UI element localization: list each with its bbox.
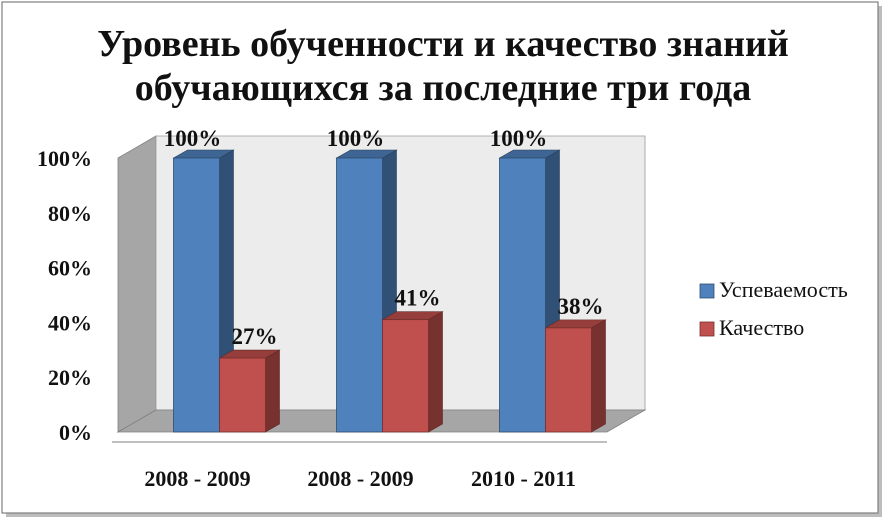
bar-kachestvo bbox=[381, 311, 444, 433]
legend-swatch bbox=[699, 283, 715, 299]
y-tick-label: 100% bbox=[37, 146, 92, 171]
bar-side-face bbox=[428, 311, 443, 433]
bars bbox=[172, 149, 607, 433]
legend-swatch bbox=[699, 321, 715, 337]
bar-front-face bbox=[219, 357, 266, 433]
x-category-label: 2010 - 2011 bbox=[471, 466, 576, 491]
y-axis-ticks: 0% 20% 40% 60% 80% 100% bbox=[37, 146, 92, 445]
data-label: 100% bbox=[164, 126, 222, 151]
bar-front-face bbox=[499, 157, 546, 433]
y-tick-label: 60% bbox=[48, 256, 92, 281]
legend-entry-label: Качество bbox=[719, 315, 804, 340]
bar-front-face bbox=[173, 157, 220, 433]
bar-uspevaemost bbox=[498, 149, 561, 433]
data-label: 38% bbox=[558, 294, 604, 319]
chart-title-line-1: Уровень обученности и качество знаний bbox=[97, 23, 789, 65]
bar-front-face bbox=[336, 157, 383, 433]
data-label: 100% bbox=[490, 126, 548, 151]
data-label: 41% bbox=[395, 286, 441, 311]
bar-front-face bbox=[545, 327, 592, 433]
y-tick-label: 40% bbox=[48, 310, 92, 335]
bar-kachestvo bbox=[218, 349, 281, 433]
bar-front-face bbox=[382, 319, 429, 433]
legend: Успеваемость Качество bbox=[699, 277, 848, 340]
bar-uspevaemost bbox=[172, 149, 235, 433]
bar-kachestvo bbox=[544, 319, 607, 433]
x-axis-categories: 2008 - 2009 2008 - 2009 2010 - 2011 bbox=[144, 466, 576, 491]
legend-entry-label: Успеваемость bbox=[719, 277, 848, 302]
bar-side-face bbox=[265, 349, 280, 433]
y-tick-label: 80% bbox=[48, 201, 92, 226]
chart-title-line-2: обучающихся за последние три года bbox=[135, 67, 752, 109]
y-tick-label: 0% bbox=[59, 420, 92, 445]
y-tick-label: 20% bbox=[48, 365, 92, 390]
data-label: 27% bbox=[232, 324, 278, 349]
x-category-label: 2008 - 2009 bbox=[307, 466, 413, 491]
x-category-label: 2008 - 2009 bbox=[144, 466, 250, 491]
data-label: 100% bbox=[327, 126, 385, 151]
side-wall bbox=[117, 135, 157, 433]
bar-side-face bbox=[591, 319, 606, 433]
data-labels: 100% 100% 100% 27% 41% 38% bbox=[164, 126, 604, 349]
